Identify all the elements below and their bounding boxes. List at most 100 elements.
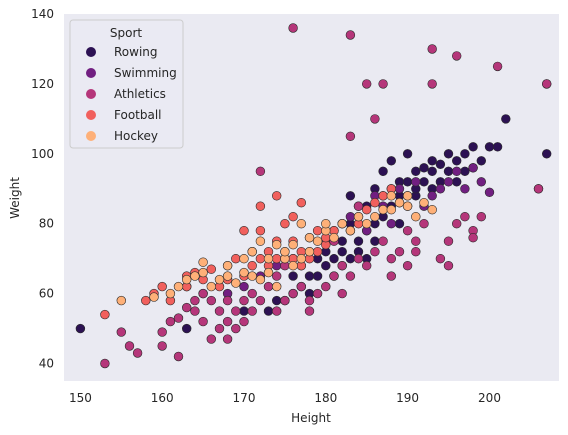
- point-rowing: [402, 177, 413, 187]
- point-rowing: [312, 271, 323, 281]
- point-swimming: [427, 191, 437, 201]
- y-axis-title: Weight: [8, 177, 22, 219]
- point-athletics: [288, 288, 298, 299]
- point-athletics: [288, 23, 298, 33]
- point-football: [157, 281, 167, 292]
- point-hockey: [386, 205, 396, 215]
- point-hockey: [304, 233, 315, 243]
- point-swimming: [476, 177, 486, 187]
- point-athletics: [206, 334, 217, 344]
- point-athletics: [394, 247, 405, 257]
- point-hockey: [255, 236, 266, 246]
- point-athletics: [222, 295, 233, 306]
- y-tick-label: 40: [39, 357, 54, 371]
- point-athletics: [533, 184, 544, 194]
- point-football: [288, 212, 298, 222]
- legend-marker-football: [86, 110, 96, 120]
- point-athletics: [280, 295, 290, 306]
- point-athletics: [100, 358, 110, 369]
- x-tick-label: 170: [233, 391, 256, 405]
- point-athletics: [190, 295, 200, 306]
- point-athletics: [452, 219, 462, 229]
- point-athletics: [443, 236, 454, 246]
- point-athletics: [116, 327, 127, 337]
- point-athletics: [345, 271, 356, 281]
- point-athletics: [255, 295, 266, 306]
- point-hockey: [296, 219, 306, 229]
- point-athletics: [214, 323, 225, 334]
- point-rowing: [345, 191, 356, 201]
- point-athletics: [435, 254, 446, 264]
- y-tick-label: 80: [39, 217, 54, 231]
- point-athletics: [452, 51, 462, 61]
- point-athletics: [402, 226, 413, 236]
- point-rowing: [394, 219, 405, 229]
- point-hockey: [362, 219, 372, 229]
- point-athletics: [353, 254, 364, 264]
- point-hockey: [214, 274, 225, 285]
- point-rowing: [419, 177, 429, 187]
- point-hockey: [321, 219, 331, 229]
- point-hockey: [288, 261, 298, 271]
- point-hockey: [255, 274, 266, 285]
- point-rowing: [337, 247, 347, 257]
- point-athletics: [402, 261, 413, 271]
- point-rowing: [402, 149, 413, 159]
- point-athletics: [353, 201, 364, 211]
- point-football: [296, 198, 306, 208]
- y-tick-label: 140: [31, 7, 54, 21]
- point-athletics: [329, 271, 339, 281]
- point-hockey: [222, 261, 233, 271]
- legend-marker-swimming: [86, 68, 96, 78]
- point-football: [312, 226, 323, 236]
- point-athletics: [492, 61, 503, 72]
- y-ticks: 40 60 80 100 120 140: [31, 7, 54, 371]
- point-hockey: [280, 247, 290, 257]
- point-hockey: [427, 205, 437, 215]
- point-rowing: [337, 236, 347, 246]
- x-tick-label: 180: [314, 391, 337, 405]
- point-hockey: [198, 267, 208, 278]
- point-football: [255, 201, 266, 211]
- point-football: [206, 264, 217, 274]
- point-hockey: [345, 226, 356, 236]
- legend-box: [69, 19, 184, 149]
- point-athletics: [255, 166, 266, 177]
- point-rowing: [484, 142, 495, 152]
- point-hockey: [272, 281, 282, 292]
- point-athletics: [157, 327, 167, 337]
- point-rowing: [370, 236, 380, 246]
- point-rowing: [182, 323, 192, 334]
- point-swimming: [452, 166, 462, 177]
- point-rowing: [321, 261, 331, 271]
- point-hockey: [402, 201, 413, 211]
- point-athletics: [345, 30, 356, 40]
- point-hockey: [247, 247, 257, 257]
- point-athletics: [411, 236, 421, 246]
- point-football: [239, 226, 249, 236]
- point-athletics: [231, 323, 241, 334]
- point-rowing: [329, 254, 339, 264]
- point-football: [272, 191, 282, 201]
- x-ticks: 150 160 170 180 190 200: [69, 391, 501, 405]
- point-swimming: [443, 177, 454, 187]
- legend-marker-hockey: [86, 131, 96, 141]
- point-swimming: [411, 177, 421, 187]
- x-tick-label: 200: [478, 391, 501, 405]
- point-athletics: [312, 288, 323, 299]
- point-swimming: [460, 184, 470, 194]
- point-swimming: [239, 281, 249, 292]
- point-athletics: [386, 271, 396, 281]
- point-hockey: [329, 233, 339, 243]
- point-rowing: [419, 163, 429, 173]
- point-athletics: [337, 288, 347, 299]
- point-football: [231, 254, 241, 264]
- point-athletics: [378, 79, 388, 89]
- point-rowing: [345, 254, 356, 264]
- x-tick-label: 160: [151, 391, 174, 405]
- point-football: [141, 295, 151, 306]
- point-rowing: [501, 114, 511, 124]
- point-hockey: [386, 191, 396, 201]
- point-athletics: [304, 295, 315, 306]
